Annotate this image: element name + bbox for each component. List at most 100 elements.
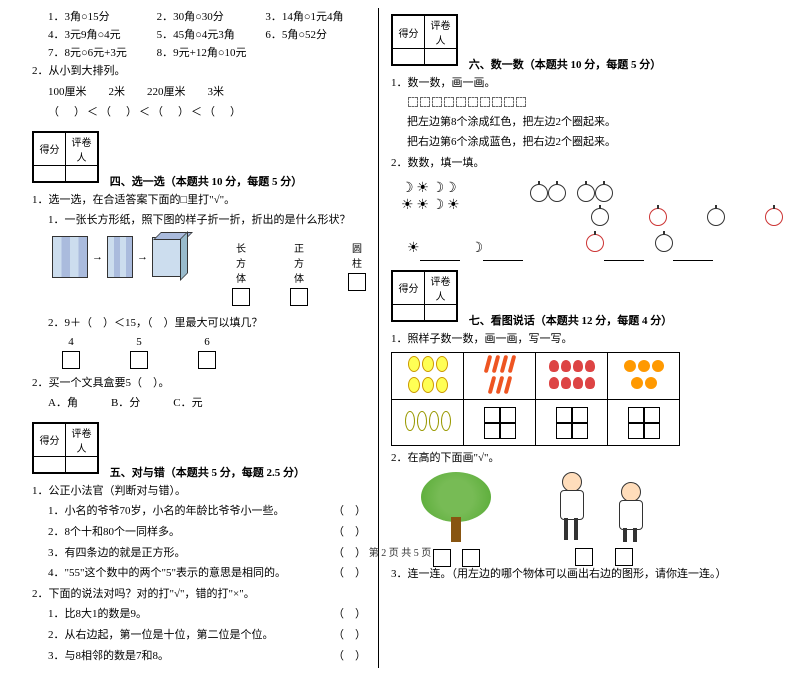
s4-q1: 1．选一选，在合适答案下面的□里打"√"。	[32, 192, 366, 210]
moon-icon: ☽☽	[432, 181, 457, 196]
s4-q2: 2．买一个文具盒要5（ ）。	[32, 375, 366, 393]
score-box: 得分评卷人	[391, 14, 458, 66]
item: 2．30角○30分	[157, 8, 258, 24]
sun-icon: ☀	[407, 241, 420, 256]
checkbox[interactable]	[290, 288, 308, 306]
kid-icon	[552, 472, 592, 542]
book3d-icon	[152, 237, 182, 277]
opt-label: 长方体	[236, 244, 246, 285]
lemon-cell	[392, 353, 464, 400]
num-label: 6	[204, 336, 210, 348]
kid-icon	[611, 482, 651, 542]
section-4-title: 四、选一选（本题共 10 分，每题 5 分）	[110, 173, 303, 189]
checkbox[interactable]	[232, 288, 250, 306]
grader-label: 评卷人	[66, 423, 98, 456]
judge-item: 3．与8相邻的数是7和8。	[48, 650, 169, 662]
s6-q1a: 把左边第8个涂成红色，把左边2个圈起来。	[391, 114, 800, 132]
blank-input[interactable]	[483, 249, 523, 261]
num-label: 5	[136, 336, 142, 348]
q2-values: 100厘米 2米 220厘米 3米	[32, 84, 366, 102]
blank-input[interactable]	[604, 249, 644, 261]
item: 4．3元9角○4元	[48, 26, 149, 42]
score-label: 得分	[393, 16, 425, 49]
comparison-items: 1．3角○15分 2．30角○30分 3．14角○1元4角 4．3元9角○4元 …	[32, 8, 366, 60]
arrow-icon: →	[92, 251, 103, 263]
score-label: 得分	[393, 271, 425, 304]
apple-icon	[707, 208, 725, 226]
moon-icon: ☽	[471, 241, 484, 256]
item: 3．14角○1元4角	[265, 8, 366, 24]
apple-icon	[595, 184, 613, 202]
item: 6．5角○52分	[265, 26, 366, 42]
num-label: 4	[68, 336, 74, 348]
item: 1．3角○15分	[48, 8, 149, 24]
checkbox[interactable]	[348, 273, 366, 291]
blank-input[interactable]	[420, 249, 460, 261]
score-label: 得分	[34, 423, 66, 456]
moon-icon: ☽	[432, 198, 445, 213]
judge-item: 4．"55"这个数中的两个"5"表示的意思是相同的。	[48, 567, 286, 579]
apple-icon	[548, 184, 566, 202]
grader-label: 评卷人	[425, 16, 457, 49]
right-column: 得分评卷人 六、数一数（本题共 10 分，每题 5 分） 1．数一数，画一画。 …	[378, 8, 800, 668]
grid-cell[interactable]	[608, 400, 680, 446]
number-options: 4 5 6	[62, 336, 366, 372]
sun-icon: ☀	[416, 198, 429, 213]
pear-icon	[586, 234, 604, 252]
score-box: 得分评卷人	[391, 270, 458, 322]
section-5-title: 五、对与错（本题共 5 分，每题 2.5 分）	[110, 464, 305, 480]
item: 7．8元○6元+3元	[48, 44, 149, 60]
pear-icon	[649, 208, 667, 226]
shape-options: 长方体 正方体 圆柱	[232, 240, 366, 309]
s7-q1: 1．照样子数一数，画一画，写一写。	[391, 331, 800, 349]
q2-stem: 2．从小到大排列。	[32, 63, 366, 81]
s4-q2-opts: A．角 B．分 C．元	[32, 395, 366, 413]
book-icon	[52, 236, 88, 278]
section-7-title: 七、看图说话（本题共 12 分，每题 4 分）	[469, 312, 673, 328]
pear-icon	[765, 208, 783, 226]
s6-q2: 2．数数，填一填。	[391, 155, 800, 173]
item: 8．9元+12角○10元	[157, 44, 258, 60]
fill-blanks: ☀ ☽	[391, 234, 800, 260]
judge-item: 1．小名的爷爷70岁，小名的年龄比爷爷小一些。	[48, 505, 285, 517]
s5-q2: 2．下面的说法对吗？对的打"√"，错的打"×"。	[32, 586, 366, 604]
judge-item: 1．比8大1的数是9。	[48, 608, 147, 620]
radish-cell	[536, 353, 608, 400]
sun-icon: ☀	[416, 181, 429, 196]
grid-cell[interactable]	[464, 400, 536, 446]
grader-label: 评卷人	[425, 271, 457, 304]
count-table	[391, 352, 680, 446]
score-label: 得分	[34, 132, 66, 165]
checkbox[interactable]	[198, 351, 216, 369]
tally-cell	[392, 400, 464, 446]
score-box: 得分评卷人	[32, 131, 99, 183]
apple-icon	[655, 234, 673, 252]
grid-cell[interactable]	[536, 400, 608, 446]
apple-icon	[530, 184, 548, 202]
apple-icon	[577, 184, 595, 202]
judge-item: 2．8个十和80个一同样多。	[48, 526, 180, 538]
dotted-squares	[391, 96, 800, 111]
arrow-icon: →	[137, 251, 148, 263]
moon-icon: ☽	[401, 181, 414, 196]
opt-label: 圆柱	[352, 244, 362, 270]
apple-icon	[591, 208, 609, 226]
carrot-cell	[464, 353, 536, 400]
book-icon	[107, 236, 133, 278]
page-footer: 第 2 页 共 5 页	[0, 544, 800, 559]
q2-blanks: （ ）＜（ ）＜（ ）＜（ ）	[32, 104, 366, 122]
section-6-title: 六、数一数（本题共 10 分，每题 5 分）	[469, 56, 662, 72]
s7-q2: 2．在高的下面画"√"。	[391, 450, 800, 468]
checkbox[interactable]	[130, 351, 148, 369]
tree-crown-icon	[421, 472, 491, 522]
s4-q1a: 1．一张长方形纸，照下图的样子折一折，折出的是什么形状？	[32, 212, 366, 230]
left-column: 1．3角○15分 2．30角○30分 3．14角○1元4角 4．3元9角○4元 …	[20, 8, 378, 668]
s6-q1b: 把右边第6个涂成蓝色，把右边2个圈起来。	[391, 134, 800, 152]
checkbox[interactable]	[62, 351, 80, 369]
s7-q3: 3．连一连。（用左边的哪个物体可以画出右边的图形，请你连一连。）	[391, 566, 800, 584]
judge-item: 2．从右边起，第一位是十位，第二位是个位。	[48, 629, 274, 641]
s5-q1: 1．公正小法官（判断对与错）。	[32, 483, 366, 501]
opt-label: 正方体	[294, 244, 304, 285]
blank-input[interactable]	[673, 249, 713, 261]
judge-list-2: 1．比8大1的数是9。（ ） 2．从右边起，第一位是十位，第二位是个位。（ ） …	[32, 606, 366, 665]
